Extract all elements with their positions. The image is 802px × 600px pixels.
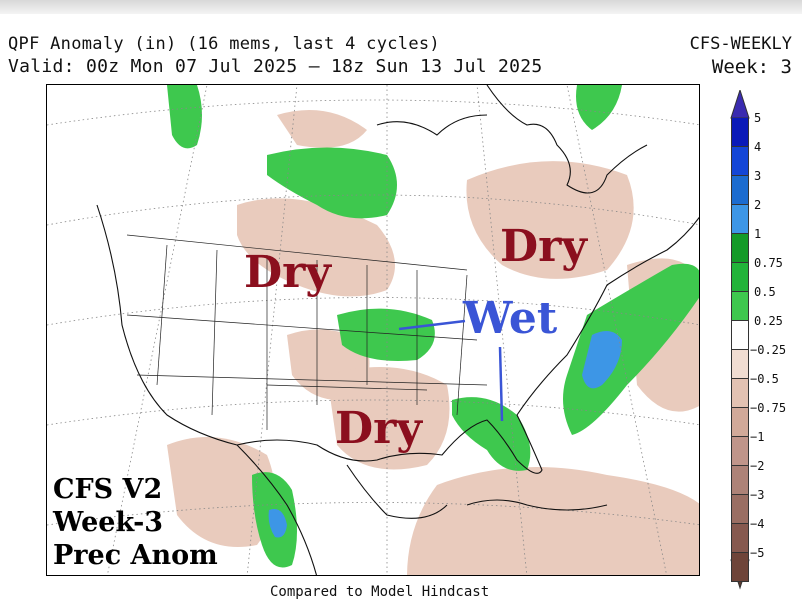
colorbar-label: 3 (754, 169, 762, 183)
dry-area-mexico (167, 437, 275, 547)
lat-lon-grid (47, 85, 699, 575)
qpf-anomaly-map: Dry Dry Dry Wet CFS V2 Week-3 Prec Anom (46, 84, 700, 576)
wet-area-alaska (167, 85, 202, 149)
product-label-line3: Prec Anom (53, 540, 218, 571)
annotation-dry-west: Dry (244, 247, 331, 298)
dry-area-canada (277, 110, 367, 148)
colorbar-cell (731, 147, 749, 176)
wet-area-southeast (452, 397, 531, 471)
product-label-line1: CFS V2 (53, 474, 163, 505)
colorbar-cell (731, 437, 749, 466)
colorbar-cell (731, 205, 749, 234)
colorbar-label: −1 (750, 430, 765, 444)
colorbar-cell (731, 292, 749, 321)
map-canvas (47, 85, 699, 575)
wet-core-atlantic (582, 331, 622, 389)
map-title: QPF Anomaly (in) (16 mems, last 4 cycles… (8, 34, 440, 54)
colorbar-label: −4 (750, 517, 765, 531)
colorbar-cell (731, 553, 749, 582)
colorbar-label: −0.25 (750, 343, 787, 357)
colorbar-top-arrow (730, 90, 750, 119)
dry-area-northeast (466, 161, 634, 279)
state-borders (126, 234, 488, 430)
colorbar-cell (731, 118, 749, 147)
colorbar-label: 2 (754, 198, 762, 212)
colorbar-label: 0.5 (754, 285, 776, 299)
colorbar-label: 5 (754, 111, 762, 125)
colorbar-label: 4 (754, 140, 762, 154)
colorbar-cell (731, 263, 749, 292)
dry-area-south (327, 367, 450, 470)
colorbar-label: −0.5 (750, 372, 779, 386)
wet-area-midwest (337, 308, 435, 361)
colorbar-cell (731, 176, 749, 205)
product-label: CFS V2 Week-3 Prec Anom (53, 473, 218, 572)
colorbar-cell (731, 408, 749, 437)
heavy-wet-cores (268, 331, 622, 538)
colorbar-legend: 5 4 3 2 1 0.75 0.5 0.25 −0.25 −0.5 −0.75 −1 −2 −3 −4 −5 (728, 90, 798, 590)
colorbar-label: 0.75 (754, 256, 783, 270)
model-name: CFS-WEEKLY (689, 34, 792, 54)
annotation-wet: Wet (463, 293, 558, 344)
colorbar-label: 1 (754, 227, 762, 241)
colorbar-cell (731, 350, 749, 379)
product-label-line2: Week-3 (53, 507, 164, 538)
colorbar-label: 0.25 (754, 314, 783, 328)
colorbar-cell (731, 524, 749, 553)
wet-area-canada-north (267, 147, 397, 219)
colorbar-cell (731, 466, 749, 495)
wet-area-canada-east (576, 85, 622, 130)
colorbar-label: −5 (750, 546, 765, 560)
valid-period: Valid: 00z Mon 07 Jul 2025 – 18z Sun 13 … (8, 56, 543, 77)
wet-core-mexico (268, 509, 287, 538)
colorbar-label: −0.75 (750, 401, 787, 415)
week-label: Week: 3 (711, 56, 792, 78)
dry-area-northwest (237, 198, 395, 297)
wet-annotation-arrows (398, 319, 504, 422)
coastlines (96, 85, 699, 575)
annotation-dry-east: Dry (500, 221, 587, 272)
colorbar-label: −3 (750, 488, 765, 502)
footer-note: Compared to Model Hindcast (270, 584, 490, 600)
colorbar-cell (731, 495, 749, 524)
dry-anomaly-areas (167, 110, 699, 575)
window-top-bar (0, 0, 802, 14)
annotation-dry-south: Dry (335, 403, 422, 454)
colorbar-cell (731, 234, 749, 263)
wet-area-atlantic (563, 263, 699, 435)
dry-area-caribbean (407, 467, 699, 575)
colorbar-cell (731, 379, 749, 408)
colorbar-cell (731, 321, 749, 350)
colorbar-label: −2 (750, 459, 765, 473)
